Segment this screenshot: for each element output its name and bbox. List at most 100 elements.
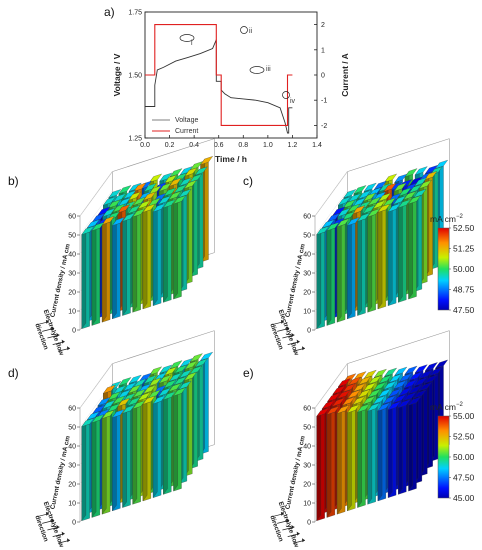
flow-arrowhead xyxy=(56,332,60,337)
bar-side-face xyxy=(101,218,107,323)
bar-side-face xyxy=(81,228,87,330)
bar-top-face xyxy=(343,189,357,199)
bar-top-face xyxy=(162,199,176,209)
bar-top-face xyxy=(378,192,392,202)
flow-arrowhead xyxy=(56,524,60,529)
bar-side-face xyxy=(347,219,352,320)
panel-a-ytick-left-label: 1.50 xyxy=(128,73,142,80)
bar xyxy=(111,409,125,512)
bar-top-face xyxy=(435,359,449,369)
flow-arrowhead xyxy=(66,538,70,543)
bar-top-face xyxy=(149,366,163,376)
bar-top-face xyxy=(362,395,376,405)
bar-top-face xyxy=(132,388,146,398)
bar-top-face xyxy=(413,389,427,399)
bar-top-face xyxy=(357,389,371,398)
flow-arrowhead xyxy=(66,346,70,351)
bar xyxy=(367,208,381,313)
annotation-iii: iii xyxy=(266,66,271,73)
bar-top-face xyxy=(378,374,392,384)
bar-top-face xyxy=(316,225,330,235)
panel-a-ytick-left-label: 1.25 xyxy=(128,136,142,143)
bar-top-face xyxy=(387,203,401,213)
bar-top-face xyxy=(377,203,391,213)
series-voltage-line xyxy=(145,39,293,134)
bar-top-face xyxy=(332,206,346,216)
bar-top-face xyxy=(399,373,413,382)
ztick-label: 10 xyxy=(68,309,76,316)
panel-c: c) 0 10 20 30 40 50 60 Current density / mA cmdi… xyxy=(243,138,450,357)
bar-top-face xyxy=(137,200,151,210)
flow-label-direction: direction xyxy=(268,322,284,350)
bar-top-face xyxy=(101,409,115,419)
bar-side-face xyxy=(398,401,403,495)
bar-top-face xyxy=(173,184,187,194)
bar-top-face xyxy=(107,403,121,413)
bar xyxy=(387,203,401,307)
bar-top-face xyxy=(173,376,187,386)
bar-top-face xyxy=(200,351,214,361)
bar-top-face xyxy=(169,168,183,178)
bar-top-face xyxy=(168,372,182,382)
bar-side-face xyxy=(173,197,178,300)
bar-top-face xyxy=(342,211,356,221)
bar-top-face xyxy=(347,389,361,399)
panel-a-legend: Voltage Current xyxy=(152,117,198,135)
bar-top-face xyxy=(123,190,137,200)
grid-line xyxy=(79,171,113,217)
bar-top-face xyxy=(337,378,351,387)
bar-side-face xyxy=(163,201,168,303)
bar-top-face xyxy=(424,374,438,384)
axis-edge xyxy=(112,138,215,172)
flow-arrowhead xyxy=(301,346,305,351)
flow-arrowhead xyxy=(291,332,295,337)
ztick-label: 0 xyxy=(307,520,311,527)
bar-top-face xyxy=(81,225,95,235)
colorbar-unit: mA cm−2 xyxy=(430,402,463,412)
bar-top-face xyxy=(122,404,136,414)
annotation-iv-marker xyxy=(282,91,290,99)
panel-a-xtick-label: 1.2 xyxy=(288,142,298,149)
annotation-i: i xyxy=(191,40,193,47)
bar xyxy=(142,203,156,310)
ztick-label: 30 xyxy=(68,271,76,278)
panel-a-xtick-label: 0.2 xyxy=(165,142,175,149)
bar xyxy=(397,199,411,303)
colorbar-e: mA cm−255.00 52.50 50.00 47.50 45.00 xyxy=(430,402,475,503)
bar-top-face xyxy=(372,395,386,405)
bar-top-face xyxy=(393,182,407,192)
colorbar-c: mA cm−252.50 51.25 50.00 48.75 47.50 xyxy=(430,214,475,315)
bar-top-face xyxy=(346,217,360,226)
bar-top-face xyxy=(143,384,157,394)
bar-top-face xyxy=(414,177,428,187)
bar xyxy=(357,212,371,316)
bar-top-face xyxy=(91,414,105,423)
bar-side-face xyxy=(101,412,107,515)
bar-top-face xyxy=(107,199,121,209)
bar xyxy=(132,208,146,313)
bar-top-face xyxy=(132,208,146,218)
bar-top-face xyxy=(321,219,335,229)
bar-top-face xyxy=(367,402,381,412)
bar-top-face xyxy=(397,399,411,409)
bar xyxy=(91,222,105,326)
bar-top-face xyxy=(158,387,172,397)
flow-arrowhead xyxy=(291,524,295,529)
bar-top-face xyxy=(332,385,346,395)
ztick-label: 50 xyxy=(303,233,311,240)
bar-top-face xyxy=(184,167,198,177)
bar xyxy=(111,217,125,320)
panel-a-ticks: 0.0 0.2 0.4 0.6 0.8 1.0 1.2 1.4 1.25 1.50 1.75 2 1 0 -… xyxy=(128,10,327,150)
bar xyxy=(173,195,187,300)
bar-top-face xyxy=(184,360,198,370)
panel-a-xlabel: Time / h xyxy=(215,154,247,164)
bar xyxy=(122,404,136,508)
bar-top-face xyxy=(163,379,177,389)
panel-a-xtick-label: 1.0 xyxy=(263,142,273,149)
axis-edge xyxy=(347,330,450,364)
bar-side-face xyxy=(316,410,322,522)
bar-side-face xyxy=(91,416,97,518)
bar-top-face xyxy=(388,373,402,383)
ztick-label: 20 xyxy=(303,290,311,297)
bar-side-face xyxy=(336,407,342,515)
